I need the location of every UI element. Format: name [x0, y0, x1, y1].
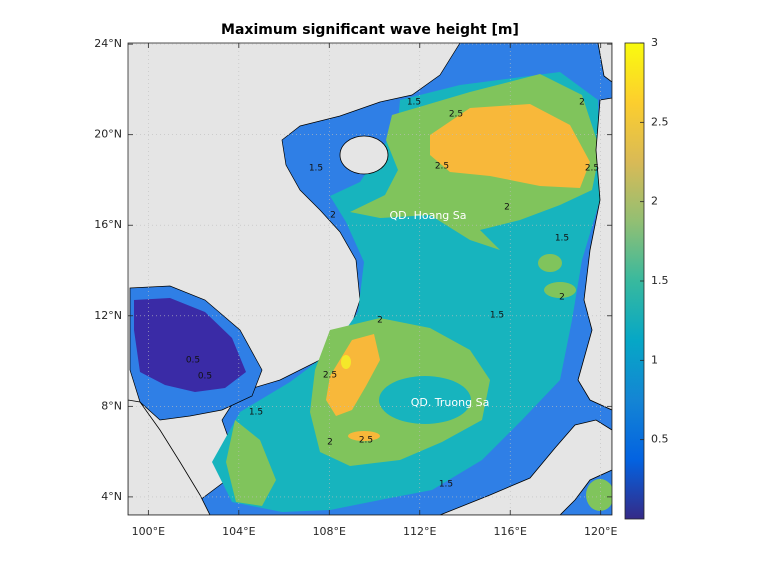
sea-25m [430, 104, 590, 188]
map-title: Maximum significant wave height [m] [221, 22, 519, 38]
contour-label: 0.5 [198, 372, 212, 382]
colorbar-tick-label: 2.5 [651, 115, 669, 128]
contour-label: 2 [579, 98, 585, 108]
contour-label: 2 [559, 293, 565, 303]
x-tick-label: 116°E [493, 525, 526, 538]
colorbar-tick-label: 0.5 [651, 433, 669, 446]
colorbar-tick-label: 3 [651, 36, 658, 49]
x-tick-label: 112°E [403, 525, 436, 538]
contour-label: 0.5 [186, 356, 200, 366]
annotation: QD. Hoang Sa [389, 209, 466, 222]
taiwan [597, 43, 612, 83]
borneo [439, 419, 612, 515]
contour-label: 2 [330, 211, 336, 221]
map-frame [127, 42, 613, 516]
colorbar-tick-label: 1 [651, 353, 658, 366]
contour-label: 1.5 [555, 234, 569, 244]
sea-2m [538, 254, 562, 272]
annotation: QD. Truong Sa [411, 396, 490, 409]
sea-25m [326, 334, 380, 416]
sea-05m [134, 298, 246, 392]
sea-2m [586, 479, 612, 511]
gridlines [128, 43, 612, 515]
contour-label: 1.5 [439, 480, 453, 490]
sea-2m [226, 420, 276, 506]
contour-label: 2 [377, 316, 383, 326]
colorbar-tick-label: 1.5 [651, 274, 669, 287]
contour-label: 1.5 [249, 408, 263, 418]
contour-label: 2 [504, 203, 510, 213]
y-tick-label: 24°N [94, 37, 122, 50]
sea-25m [348, 431, 380, 441]
contour-label: 1.5 [490, 311, 504, 321]
contour-label: 1.5 [407, 98, 421, 108]
y-tick-label: 8°N [101, 399, 122, 412]
contour-label: 2.5 [323, 371, 337, 381]
x-tick-label: 120°E [584, 525, 617, 538]
sea-15m [379, 376, 471, 424]
hainan [339, 135, 389, 175]
sea-3m [341, 355, 351, 369]
philippines [577, 97, 612, 411]
sea-2m [544, 282, 576, 298]
contour-label: 2 [327, 438, 333, 448]
contour-label: 2.5 [585, 164, 599, 174]
x-tick-label: 104°E [222, 525, 255, 538]
x-tick-label: 108°E [313, 525, 346, 538]
y-tick-label: 4°N [101, 490, 122, 503]
colorbar-tick-label: 2 [651, 195, 658, 208]
y-tick-label: 16°N [94, 218, 122, 231]
contour-label: 1.5 [309, 164, 323, 174]
malay-peninsula [128, 399, 211, 515]
map-area: QD. Hoang Sa QD. Truong Sa 2.5 2 1.5 2 2… [128, 43, 612, 515]
contour-label: 2.5 [435, 162, 449, 172]
contour-label: 2.5 [449, 110, 463, 120]
contour-label: 2.5 [359, 436, 373, 446]
y-tick-label: 20°N [94, 128, 122, 141]
x-tick-label: 100°E [132, 525, 165, 538]
y-tick-label: 12°N [94, 309, 122, 322]
